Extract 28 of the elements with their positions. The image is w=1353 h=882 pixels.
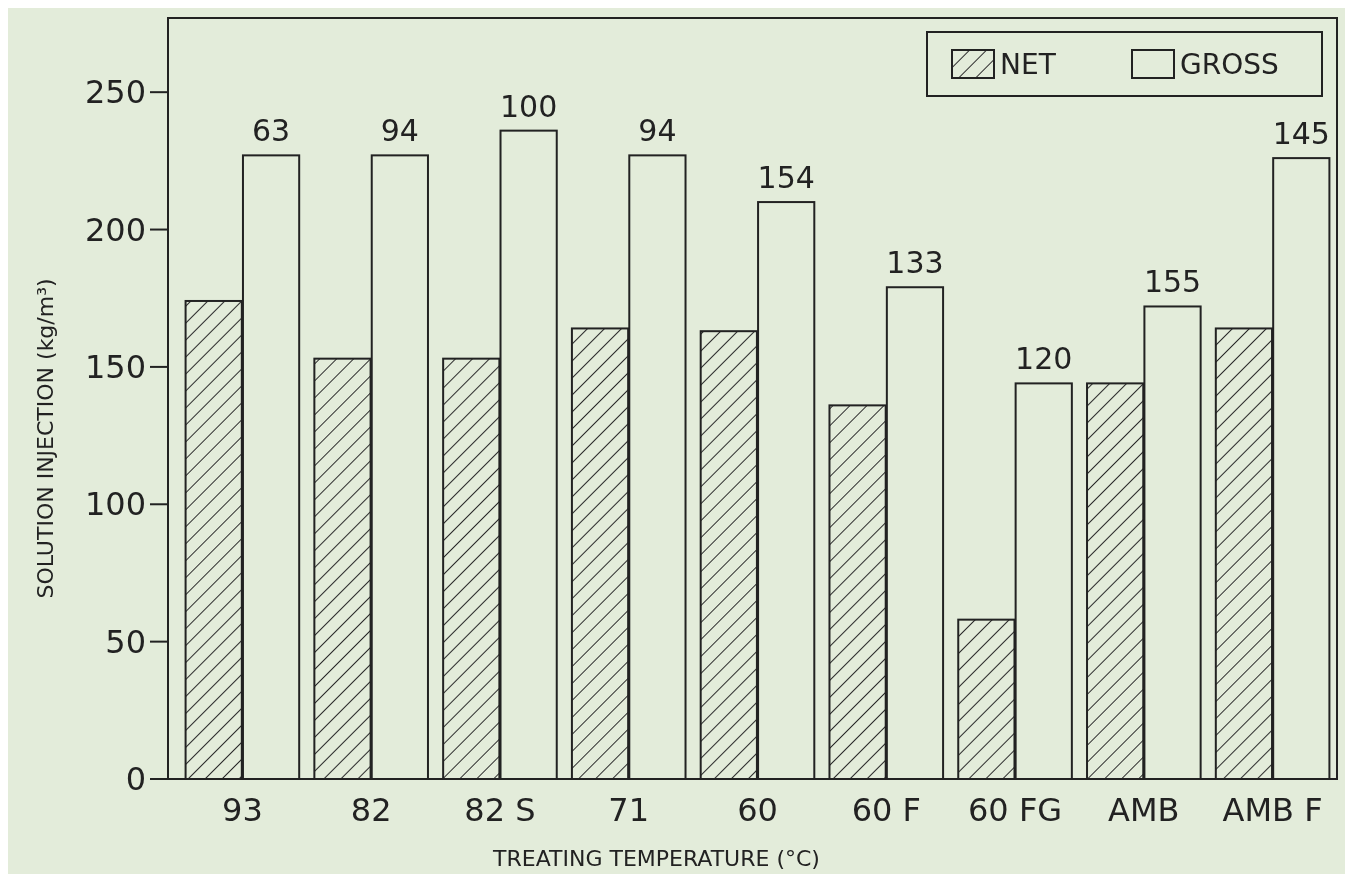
annotation: 63	[251, 113, 291, 149]
y-axis-title: SOLUTION INJECTION (kg/m³)	[33, 278, 58, 599]
x-tick-label: 71	[608, 791, 650, 829]
x-tick-label: 60 F	[851, 791, 921, 829]
x-tick-label: 60 FG	[968, 791, 1063, 829]
annotation: 145	[1272, 116, 1330, 152]
annotation: 94	[380, 113, 419, 149]
annotation: 155	[1143, 264, 1202, 300]
y-tick-label: 200	[84, 210, 146, 249]
x-tick-label: 93	[222, 791, 263, 829]
x-tick-label: 82	[350, 791, 392, 829]
x-axis-title: TREATING TEMPERATURE (°C)	[492, 846, 820, 871]
annotation: 154	[757, 160, 815, 196]
annotation: 94	[638, 113, 677, 149]
annotation: 100	[500, 88, 558, 124]
annotation: 133	[886, 245, 944, 281]
x-tick-label: 82 S	[464, 791, 536, 829]
x-tick-label: AMB F	[1222, 791, 1323, 829]
x-tick-label: 60	[737, 791, 778, 829]
annotation: 120	[1015, 341, 1073, 377]
y-tick-label: 0	[125, 760, 146, 799]
legend-label: NET	[1000, 47, 1057, 81]
y-tick-label: 100	[84, 485, 146, 524]
y-tick-label: 150	[84, 348, 146, 387]
x-tick-label: AMB	[1108, 791, 1180, 829]
y-tick-label: 250	[84, 73, 146, 112]
legend-label: GROSS	[1180, 47, 1279, 81]
y-tick-label: 50	[105, 622, 146, 661]
